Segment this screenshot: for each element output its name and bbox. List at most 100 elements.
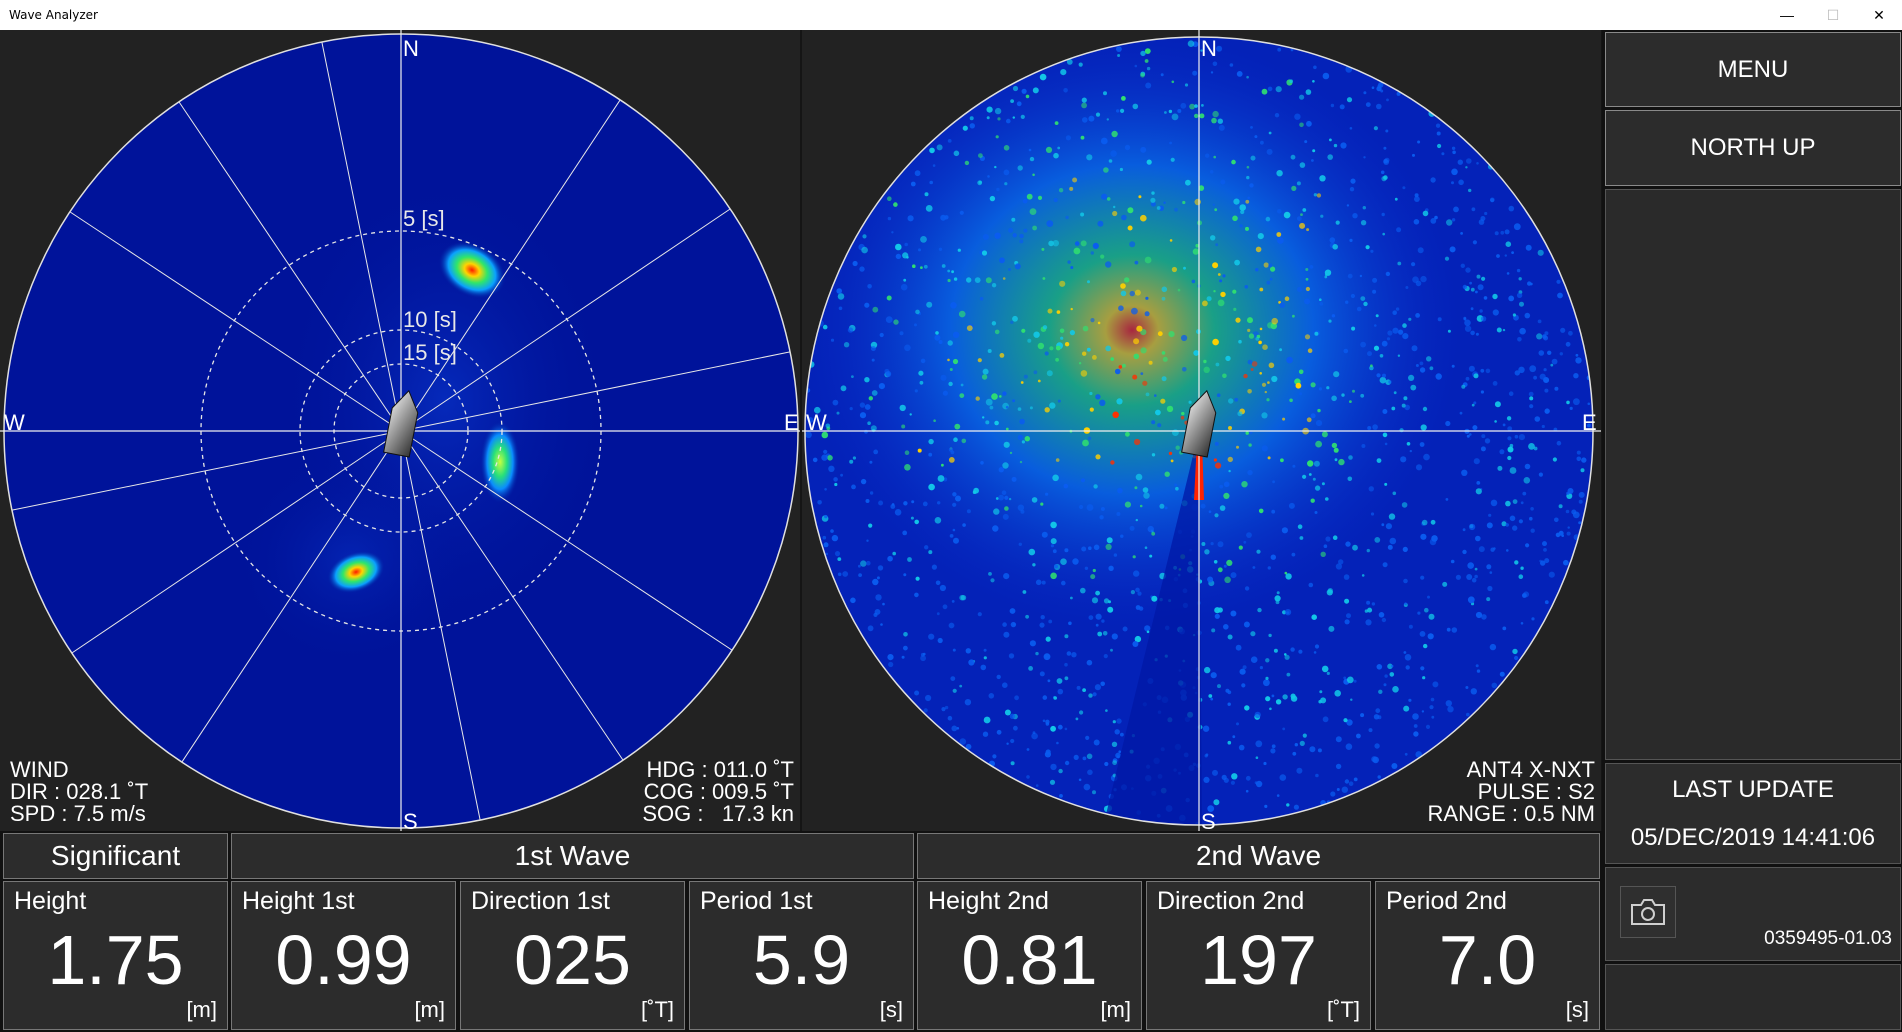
radar-echo-dot xyxy=(1003,631,1010,638)
radar-echo-dot xyxy=(1520,501,1524,505)
radar-echo-dot xyxy=(1204,549,1210,555)
radar-echo-dot xyxy=(1067,260,1071,264)
spectrum-energy xyxy=(230,170,615,670)
radar-echo-dot xyxy=(1192,248,1200,255)
radar-echo-dot xyxy=(1236,71,1243,77)
minimize-button[interactable]: — xyxy=(1780,7,1794,23)
radar-echo-dot xyxy=(1382,562,1388,568)
close-button[interactable]: ✕ xyxy=(1873,6,1885,23)
radar-echo-dot xyxy=(1435,373,1442,380)
radar-echo-dot xyxy=(1134,486,1138,490)
radar-echo-dot xyxy=(920,266,923,269)
radar-echo-dot xyxy=(1171,113,1179,121)
radar-echo-dot xyxy=(1402,546,1408,553)
radar-echo-dot xyxy=(1025,94,1030,99)
radar-echo-dot xyxy=(1305,268,1309,271)
radar-echo-dot xyxy=(1360,296,1366,301)
radar-echo-dot xyxy=(993,508,1000,515)
radar-echo-dot xyxy=(1302,474,1307,479)
radar-echo-dot xyxy=(1338,458,1345,466)
radar-echo-dot xyxy=(1431,715,1435,719)
radar-echo-dot xyxy=(1247,469,1253,476)
radar-echo-dot xyxy=(1221,774,1227,781)
radar-echo-dot xyxy=(1232,735,1236,739)
radar-echo-dot xyxy=(1392,686,1399,693)
radar-echo-dot xyxy=(1556,279,1561,284)
radar-echo-dot xyxy=(1203,359,1207,364)
radar-echo-dot xyxy=(1080,240,1087,247)
radar-echo-dot xyxy=(1391,406,1396,411)
radar-echo-dot xyxy=(1267,566,1271,570)
north-up-button[interactable]: NORTH UP xyxy=(1605,110,1901,186)
radar-echo-dot xyxy=(1473,401,1477,405)
radar-echo-dot xyxy=(1319,175,1326,182)
radar-echo-dot xyxy=(1183,266,1186,270)
radar-echo-dot xyxy=(1292,464,1296,468)
bearing-spoke xyxy=(400,351,791,432)
radar-echo-dot xyxy=(1247,359,1253,365)
radar-echo-dot xyxy=(1580,468,1585,473)
radar-echo-dot xyxy=(822,535,827,540)
radar-echo-dot xyxy=(1095,454,1101,460)
radar-echo-dot xyxy=(1561,534,1564,537)
menu-button[interactable]: MENU xyxy=(1605,32,1901,107)
radar-echo-dot xyxy=(1376,373,1381,378)
radar-echo-dot xyxy=(1280,458,1284,463)
radar-echo-dot xyxy=(1032,225,1037,231)
radar-echo-dot xyxy=(1329,237,1336,243)
radar-echo-dot xyxy=(1238,744,1245,751)
radar-echo-dot xyxy=(1470,287,1475,292)
radar-echo-dot xyxy=(1518,574,1524,579)
radar-echo-dot xyxy=(1003,441,1010,448)
radar-echo-dot xyxy=(882,602,885,606)
radar-echo-dot xyxy=(1538,350,1545,356)
radar-echo-dot xyxy=(1228,398,1234,404)
radar-echo-dot xyxy=(1467,562,1474,569)
radar-echo-dot xyxy=(1331,395,1337,402)
radar-echo-dot xyxy=(876,576,880,580)
radar-echo-dot xyxy=(1208,694,1213,698)
radar-echo-dot xyxy=(1587,402,1591,406)
radar-echo-dot xyxy=(1214,613,1220,619)
radar-echo-dot xyxy=(1299,162,1306,168)
radar-echo-dot xyxy=(1551,358,1558,365)
radar-echo-dot xyxy=(1049,346,1054,351)
radar-echo-dot xyxy=(1147,525,1154,533)
radar-echo-dot xyxy=(1575,357,1582,364)
radar-echo-dot xyxy=(1233,198,1240,205)
radar-echo-dot xyxy=(1343,718,1348,723)
radar-echo-dot xyxy=(861,246,868,254)
radar-echo-dot xyxy=(1408,624,1413,629)
radar-echo-dot xyxy=(1465,267,1471,273)
radar-echo-dot xyxy=(1276,591,1280,595)
radar-echo-dot xyxy=(1487,585,1493,592)
radar-echo-dot xyxy=(1411,262,1416,267)
radar-echo-dot xyxy=(1103,598,1110,604)
radar-echo-dot xyxy=(1227,456,1233,463)
radar-echo-dot xyxy=(1001,490,1007,496)
ring-label-5s: 5 [s] xyxy=(403,206,445,231)
radar-echo-dot xyxy=(1140,146,1147,153)
radar-echo-dot xyxy=(1368,728,1373,733)
radar-echo-dot xyxy=(1149,554,1153,558)
radar-echo-dot xyxy=(1011,476,1017,482)
radar-echo-dot xyxy=(1124,501,1131,508)
radar-echo-dot xyxy=(1402,186,1406,190)
compass-s: S xyxy=(403,809,418,831)
radar-echo-dot xyxy=(947,269,951,273)
wind-speed: SPD : 7.5 m/s xyxy=(10,801,146,826)
radar-echo-dot xyxy=(1310,498,1315,503)
radar-echo-dot xyxy=(878,500,884,506)
maximize-button[interactable]: ☐ xyxy=(1826,6,1840,23)
radar-echo-dot xyxy=(1420,533,1427,540)
radar-echo-dot xyxy=(1397,354,1401,357)
radar-echo-dot xyxy=(830,338,835,342)
radar-echo-dot xyxy=(847,327,854,333)
radar-echo-dot xyxy=(1429,366,1434,371)
radar-echo-dot xyxy=(1120,283,1126,289)
radar-echo-dot xyxy=(1537,249,1544,256)
radar-echo-dot xyxy=(1170,157,1175,162)
radar-echo-dot xyxy=(1019,460,1023,464)
radar-echo-dot xyxy=(823,449,828,454)
camera-button[interactable] xyxy=(1620,886,1676,938)
